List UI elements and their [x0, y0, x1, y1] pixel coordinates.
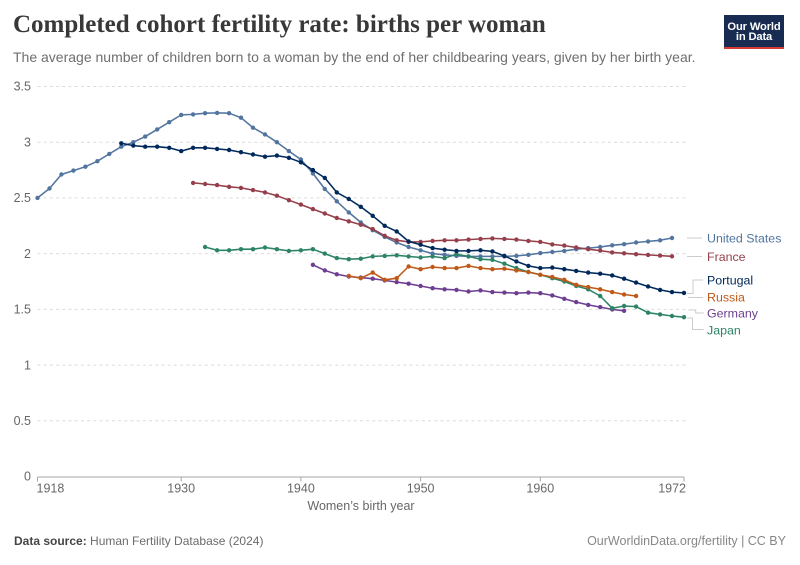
svg-text:0: 0 [24, 470, 31, 484]
svg-text:1950: 1950 [407, 482, 435, 496]
svg-text:1940: 1940 [287, 482, 315, 496]
svg-text:1930: 1930 [167, 482, 195, 496]
svg-text:1.5: 1.5 [14, 303, 31, 317]
svg-text:0.5: 0.5 [14, 414, 31, 428]
svg-text:Japan: Japan [707, 324, 741, 338]
svg-text:1960: 1960 [526, 482, 554, 496]
svg-text:Russia: Russia [707, 291, 745, 305]
svg-text:2: 2 [24, 247, 31, 261]
svg-text:Portugal: Portugal [707, 274, 753, 288]
svg-text:1918: 1918 [37, 482, 65, 496]
svg-text:United States: United States [707, 232, 781, 246]
svg-text:2.5: 2.5 [14, 191, 31, 205]
svg-text:France: France [707, 250, 746, 264]
svg-text:1972: 1972 [658, 482, 686, 496]
svg-text:3.5: 3.5 [14, 80, 31, 94]
svg-text:3: 3 [24, 135, 31, 149]
svg-text:1: 1 [24, 358, 31, 372]
svg-text:Germany: Germany [707, 307, 759, 321]
